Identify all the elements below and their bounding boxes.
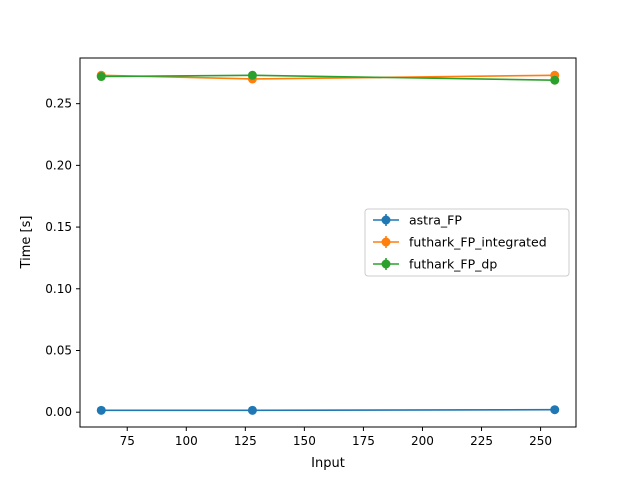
x-tick-label: 75 [120, 434, 135, 448]
y-tick-label: 0.10 [45, 282, 72, 296]
y-axis: 0.00 0.05 0.10 0.15 0.20 0.25 [45, 97, 80, 419]
x-tick-label: 150 [293, 434, 316, 448]
y-tick-label: 0.00 [45, 405, 72, 419]
legend-label: futhark_FP_dp [409, 257, 497, 272]
data-point-futhark_FP_dp [96, 72, 106, 82]
x-tick-label: 250 [529, 434, 552, 448]
legend-label: futhark_FP_integrated [409, 235, 547, 250]
legend-swatch-marker [381, 215, 391, 225]
x-tick-label: 175 [352, 434, 375, 448]
series-layer [96, 70, 560, 415]
legend-swatch-marker [381, 237, 391, 247]
y-tick-label: 0.20 [45, 158, 72, 172]
x-tick-label: 100 [175, 434, 198, 448]
series-line-astra_FP [101, 408, 555, 412]
data-point-astra_FP [96, 405, 106, 415]
x-axis-label: Input [311, 456, 345, 471]
legend-label: astra_FP [409, 213, 462, 228]
data-point-futhark_FP_dp [247, 70, 257, 80]
x-axis: 75 100 125 150 175 200 225 250 [120, 427, 552, 448]
y-tick-label: 0.15 [45, 220, 72, 234]
legend-swatch-marker [381, 259, 391, 269]
x-tick-label: 225 [470, 434, 493, 448]
legend-box [364, 208, 570, 277]
legend: astra_FP futhark_FP_integrated futhark_FP_… [364, 208, 570, 277]
y-tick-label: 0.25 [45, 97, 72, 111]
y-tick-label: 0.05 [45, 343, 72, 357]
x-tick-label: 125 [234, 434, 257, 448]
plot-area-frame [79, 57, 577, 428]
data-point-astra_FP [247, 405, 257, 415]
data-point-futhark_FP_dp [550, 75, 560, 85]
data-point-astra_FP [550, 405, 560, 415]
y-axis-label: Time [s] [19, 216, 34, 270]
x-tick-label: 200 [411, 434, 434, 448]
